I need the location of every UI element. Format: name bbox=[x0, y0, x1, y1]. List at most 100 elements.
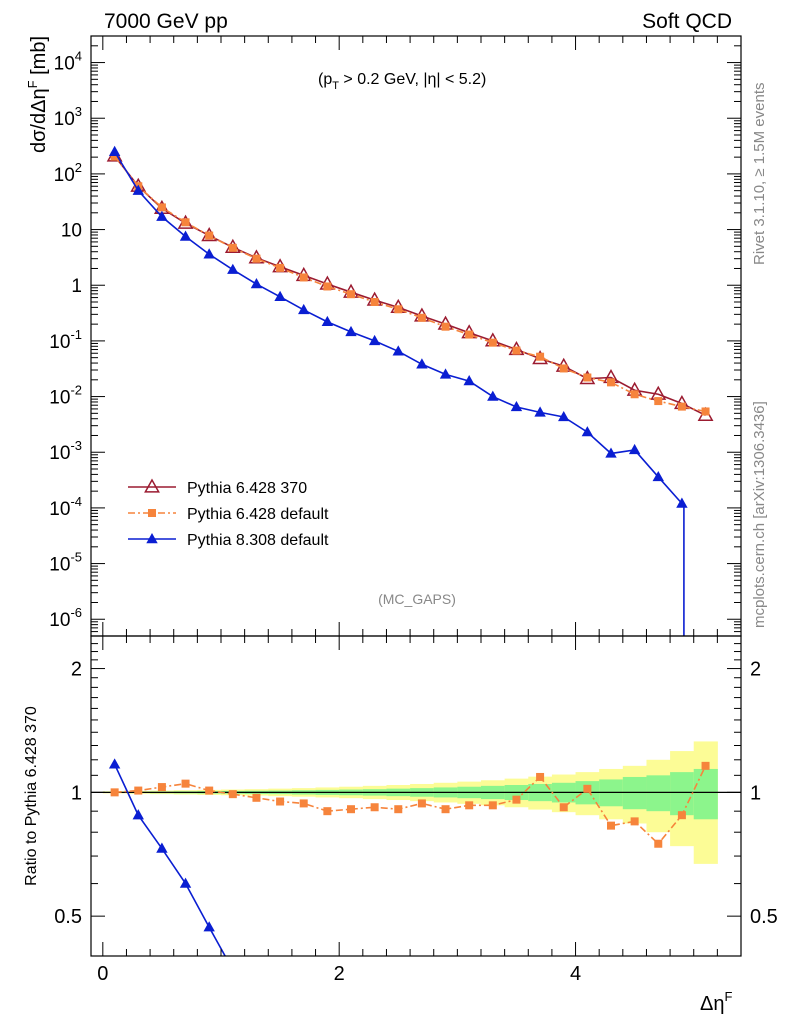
main-panel-data bbox=[106, 145, 714, 636]
p8-default-point bbox=[558, 410, 570, 422]
p8-default-point bbox=[250, 278, 263, 289]
legend-marker bbox=[148, 509, 156, 517]
ratio-p6-default-point bbox=[252, 793, 261, 802]
ratio-p6-default-point bbox=[205, 786, 214, 795]
band-inner-bin bbox=[622, 776, 647, 810]
ratio-p8-default-point bbox=[132, 809, 144, 820]
p6-default-line bbox=[114, 156, 706, 413]
side-label-top: Rivet 3.1.10, ≥ 1.5M events bbox=[751, 83, 768, 266]
band-inner-bin bbox=[693, 768, 718, 820]
analysis-label: (MC_GAPS) bbox=[378, 591, 456, 607]
ratio-p6-default-point bbox=[323, 807, 332, 816]
legend-label: Pythia 6.428 default bbox=[187, 506, 329, 523]
p8-default-point bbox=[345, 325, 357, 337]
axes: 0 2 4 10-6 10-5 10-4 10-3 10-2 10-1 1 10 102 103 104 0… bbox=[49, 35, 778, 985]
x-tick-label: 2 bbox=[334, 963, 345, 985]
p8-default-point bbox=[368, 334, 381, 346]
main-y-tick-label: 10-3 bbox=[49, 438, 82, 464]
p8-default-line bbox=[113, 151, 683, 505]
ratio-p8-default-point bbox=[156, 842, 168, 853]
band-inner-bin bbox=[646, 775, 671, 812]
ratio-frame bbox=[90, 635, 742, 957]
x-axis-label: ΔηF bbox=[700, 989, 732, 1015]
ratio-p6-default-point bbox=[157, 783, 166, 792]
main-y-tick-label: 104 bbox=[54, 49, 82, 75]
ratio-p6-default-point bbox=[677, 811, 686, 820]
ratio-p8-default-line bbox=[113, 763, 227, 956]
ratio-y-tick-label: 1 bbox=[71, 782, 82, 804]
p8-default-point bbox=[392, 345, 404, 356]
ratio-p6-default-point bbox=[299, 799, 308, 808]
cut-label: (pT > 0.2 GeV, |η| < 5.2) bbox=[318, 71, 486, 92]
x-tick-label: 4 bbox=[570, 963, 581, 985]
p6-default-point bbox=[465, 330, 474, 339]
ratio-p8-default-point bbox=[227, 964, 238, 974]
p6-default-point bbox=[323, 282, 332, 291]
main-y-tick-label: 102 bbox=[54, 160, 82, 186]
ratio-p6-default-point bbox=[181, 779, 190, 788]
ratio-p6-default-point bbox=[110, 788, 119, 797]
main-y-tick-label: 1 bbox=[71, 276, 82, 297]
ratio-p8-default-point bbox=[179, 877, 192, 888]
band-inner-bin bbox=[670, 772, 695, 816]
p8-default-point bbox=[676, 497, 688, 508]
p8-default-point bbox=[487, 390, 499, 401]
p6-default-point bbox=[417, 313, 426, 322]
p8-default-point bbox=[227, 263, 239, 274]
p6-default-point bbox=[630, 390, 639, 399]
p6-default-point bbox=[607, 378, 615, 387]
main-ylabel: dσ/dΔηF [mb] bbox=[25, 36, 50, 153]
legend-marker bbox=[144, 478, 160, 493]
p6-default-point bbox=[370, 297, 379, 306]
p8-default-point bbox=[534, 406, 546, 417]
p8-default-point bbox=[274, 290, 286, 301]
ratio-uncertainty-bands bbox=[102, 741, 718, 864]
p6-default-point bbox=[110, 152, 119, 161]
ratio-p6-default-point bbox=[417, 799, 426, 808]
header-right: Soft QCD bbox=[642, 10, 732, 33]
p8-default-point bbox=[108, 145, 121, 156]
ratio-p6-default-point bbox=[536, 772, 545, 781]
p8-default-point bbox=[439, 368, 452, 379]
ratio-p6-default-point bbox=[465, 801, 474, 810]
ratio-p8-default-point bbox=[108, 758, 121, 769]
p6-default-point bbox=[394, 305, 403, 314]
main-y-tick-label: 10-2 bbox=[49, 383, 82, 409]
ratio-p6-default-point bbox=[654, 839, 663, 848]
ratio-p6-default-point bbox=[394, 805, 403, 814]
p6-default-point bbox=[583, 373, 592, 382]
ratio-p6-default-point bbox=[583, 784, 592, 793]
ratio-y-tick-label: 0.5 bbox=[54, 906, 82, 928]
ratio-p6-default-point bbox=[630, 817, 639, 826]
p8-default-point bbox=[652, 470, 664, 482]
p6-default-point bbox=[157, 203, 166, 212]
p8-default-point bbox=[203, 248, 215, 259]
main-y-tick-label: 10-4 bbox=[49, 494, 82, 520]
p8-default-point bbox=[179, 230, 192, 241]
ratio-panel-data bbox=[91, 758, 741, 974]
p8-default-point bbox=[581, 426, 594, 437]
ratio-y-tick-label-right: 0.5 bbox=[750, 906, 778, 928]
p8-default-point bbox=[156, 210, 168, 221]
main-y-tick-label: 10-1 bbox=[49, 327, 82, 353]
p6-default-point bbox=[677, 402, 686, 411]
p6-default-point bbox=[252, 254, 261, 263]
p6-default-point bbox=[654, 397, 663, 406]
ratio-ylabel: Ratio to Pythia 6.428 370 bbox=[23, 706, 40, 886]
p6-default-point bbox=[347, 290, 355, 299]
ratio-y-tick-label-right: 2 bbox=[750, 659, 761, 681]
p6-default-point bbox=[299, 273, 308, 282]
ratio-p8-default-point bbox=[203, 921, 215, 932]
p8-default-point bbox=[510, 400, 523, 412]
ratio-p6-default-point bbox=[134, 786, 143, 795]
legend-label: Pythia 6.428 370 bbox=[187, 480, 307, 497]
p6-default-point bbox=[701, 407, 710, 416]
ratio-p6-default-point bbox=[276, 797, 285, 806]
ratio-p6-default-point bbox=[347, 805, 355, 814]
header-left: 7000 GeV pp bbox=[104, 10, 228, 33]
ratio-p6-default-point bbox=[488, 801, 497, 810]
ratio-p6-default-point bbox=[607, 821, 615, 830]
p6-default-point bbox=[276, 263, 285, 272]
ratio-p6-default-point bbox=[559, 803, 568, 812]
